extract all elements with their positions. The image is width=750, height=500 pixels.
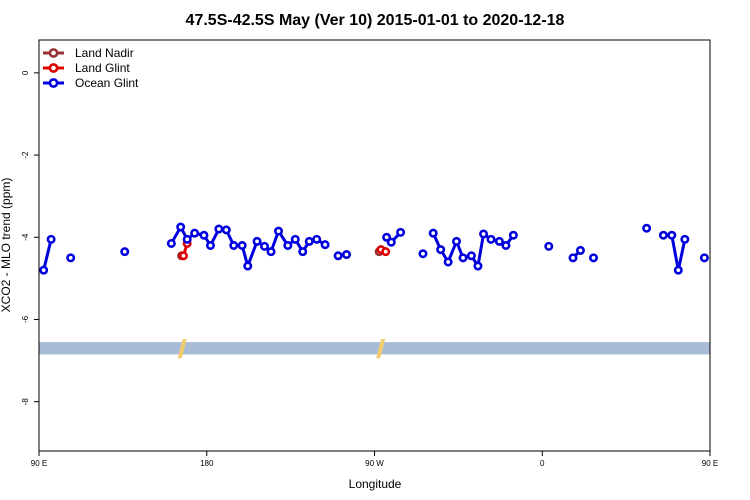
legend-label-land-glint: Land Glint [75, 61, 130, 75]
y-tick-label: -6 [21, 315, 30, 323]
x-tick-label: 180 [200, 459, 214, 468]
y-ticks: 0 -2 -4 -6 -8 [21, 70, 39, 405]
ocean-glint-point [274, 226, 284, 236]
series-layer [39, 222, 709, 275]
ocean-glint-point [283, 241, 293, 251]
ocean-glint-point [658, 230, 668, 240]
ocean-glint-point [229, 241, 239, 251]
ocean-glint-point [46, 234, 56, 244]
legend-marker-land-nadir [48, 48, 59, 58]
ocean-glint-point [199, 230, 209, 240]
ocean-glint-point [382, 232, 392, 242]
ocean-glint-point [436, 245, 446, 255]
ocean-glint-point [486, 234, 496, 244]
ocean-glint-point [266, 247, 276, 257]
ocean-glint-point [342, 250, 352, 260]
ocean-glint-point [667, 230, 677, 240]
land-band-layer [39, 339, 710, 359]
ocean-glint-point [479, 229, 489, 239]
ocean-glint-point [190, 228, 200, 238]
land-glint-point [381, 247, 391, 257]
ocean-glint-point [680, 234, 690, 244]
legend-label-land-nadir: Land Nadir [75, 46, 134, 60]
ocean-glint-point [298, 247, 308, 257]
x-tick-label: 90 W [365, 459, 384, 468]
ocean-glint-point [290, 234, 300, 244]
ocean-glint-point [120, 247, 130, 257]
y-axis-label: XCO2 - MLO trend (ppm) [0, 178, 13, 313]
ocean-glint-point [428, 228, 438, 238]
ocean-glint-point [182, 234, 192, 244]
ocean-glint-point [221, 225, 231, 235]
ocean-glint-point [466, 251, 476, 261]
plot-frame [38, 39, 711, 452]
ocean-glint-point [589, 253, 599, 263]
ocean-glint-point [66, 253, 76, 263]
ocean-glint-point [237, 241, 247, 251]
ocean-glint-point [508, 230, 518, 240]
ocean-glint-line-0 [42, 238, 53, 271]
ocean-glint-point [252, 236, 262, 246]
ocean-glint-point [699, 253, 709, 263]
ocean-glint-point [260, 241, 270, 251]
ocean-glint-point [568, 253, 578, 263]
ocean-glint-point [205, 241, 215, 251]
land-band-highlight-1 [376, 339, 386, 359]
ocean-glint-point [473, 261, 483, 271]
x-tick-label: 0 [540, 459, 545, 468]
ocean-glint-point [494, 236, 504, 246]
ocean-glint-point [642, 223, 652, 233]
land-glint-point [178, 251, 188, 261]
ocean-glint-point [418, 249, 428, 259]
ocean-glint-point [575, 245, 585, 255]
ocean-glint-point [458, 253, 468, 263]
ocean-glint-point [386, 237, 396, 247]
ocean-glint-point [176, 222, 186, 232]
x-tick-label: 90 E [702, 459, 718, 468]
x-axis-label: Longitude [349, 477, 402, 491]
ocean-glint-point [39, 265, 49, 275]
ocean-glint-point [166, 238, 176, 248]
y-tick-label: 0 [21, 70, 30, 75]
ocean-glint-point [544, 241, 554, 251]
legend-marker-land-glint [48, 63, 59, 73]
land-band-highlight-0 [177, 339, 187, 359]
ocean-glint-point [333, 251, 343, 261]
ocean-glint-point [396, 227, 406, 237]
y-tick-label: -2 [21, 151, 30, 159]
x-ticks: 90 E 180 90 W 0 90 E [31, 451, 718, 468]
land-band [39, 342, 710, 355]
ocean-glint-point [443, 257, 453, 267]
chart-title: 47.5S-42.5S May (Ver 10) 2015-01-01 to 2… [186, 12, 565, 29]
ocean-glint-point [320, 240, 330, 250]
y-tick-label: -8 [21, 398, 30, 406]
y-tick-label: -4 [21, 233, 30, 241]
ocean-glint-point [452, 236, 462, 246]
ocean-glint-point [673, 265, 683, 275]
legend-label-ocean-glint: Ocean Glint [75, 76, 139, 90]
ocean-glint-point [501, 241, 511, 251]
ocean-glint-point [312, 234, 322, 244]
ocean-glint-point [304, 236, 314, 246]
x-tick-label: 90 E [31, 459, 47, 468]
legend-marker-ocean-glint [48, 78, 59, 88]
ocean-glint-point [243, 261, 253, 271]
series-ocean-glint [39, 222, 709, 275]
ocean-glint-point [214, 224, 224, 234]
